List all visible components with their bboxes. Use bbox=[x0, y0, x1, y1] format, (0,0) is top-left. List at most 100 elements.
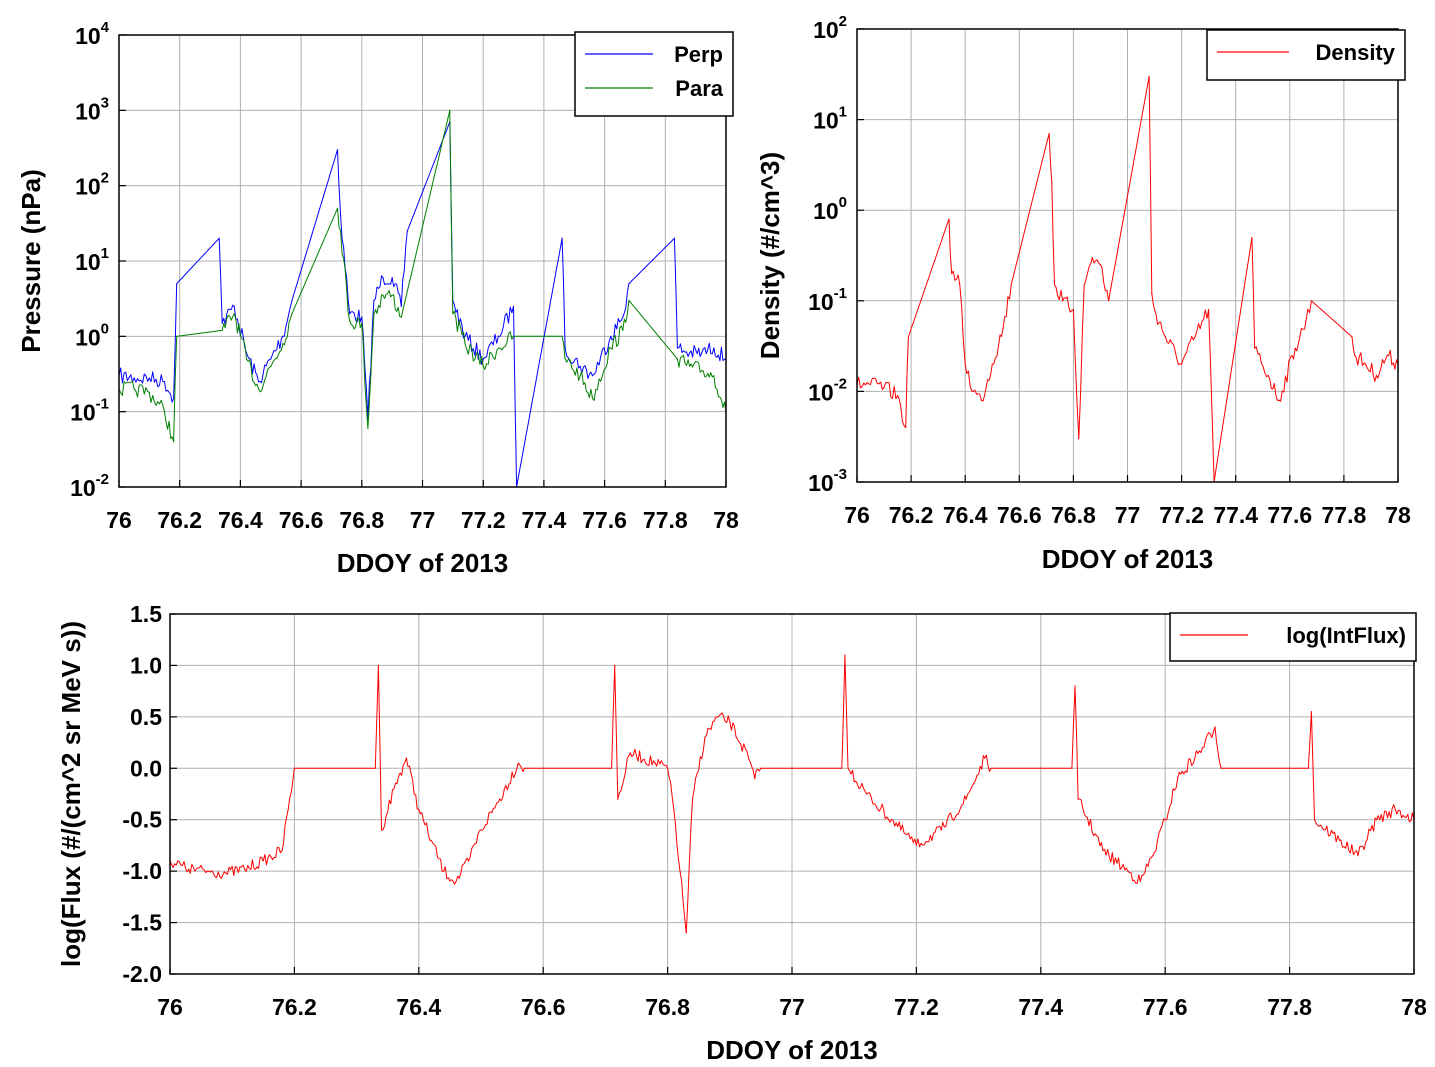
data-point bbox=[1078, 438, 1080, 440]
x-tick-label: 76.8 bbox=[339, 507, 384, 533]
data-point bbox=[1201, 747, 1204, 749]
y-tick-label: -1.5 bbox=[122, 910, 162, 936]
data-point bbox=[468, 860, 470, 862]
x-tick-label: 77.8 bbox=[1267, 994, 1312, 1020]
data-point bbox=[258, 381, 260, 383]
data-point bbox=[614, 664, 616, 667]
data-point bbox=[679, 870, 681, 872]
data-point bbox=[523, 767, 526, 769]
series-line-para bbox=[119, 109, 726, 443]
x-tick-label: 77 bbox=[779, 994, 805, 1020]
data-point bbox=[382, 277, 384, 279]
data-point bbox=[452, 313, 454, 315]
data-point bbox=[512, 335, 515, 337]
data-point bbox=[349, 313, 351, 315]
data-point bbox=[380, 829, 383, 831]
x-tick-label: 76.8 bbox=[645, 994, 690, 1020]
x-tick-label: 76.2 bbox=[157, 507, 202, 533]
data-point bbox=[361, 316, 363, 318]
legend-box bbox=[1169, 612, 1417, 662]
data-point bbox=[747, 757, 750, 759]
x-tick-label: 78 bbox=[713, 507, 739, 533]
y-tick-label: 104 bbox=[75, 19, 110, 49]
data-point bbox=[281, 850, 283, 852]
data-point bbox=[233, 305, 235, 307]
data-point bbox=[1062, 300, 1064, 302]
y-tick-exponent: 1 bbox=[101, 245, 109, 262]
y-axis-title: Pressure (nPa) bbox=[16, 169, 46, 353]
data-point bbox=[673, 808, 675, 811]
data-point bbox=[206, 870, 208, 872]
data-point bbox=[406, 230, 408, 232]
chart-panel-2: 76 76.2 76.4 76.6 76.8 77 77.2 77.4 77.6 77.8 7810… bbox=[755, 13, 1411, 574]
data-point bbox=[173, 397, 175, 399]
y-tick-label: 100 bbox=[813, 194, 847, 224]
data-point bbox=[673, 237, 676, 239]
y-tick-label: 1.5 bbox=[130, 601, 162, 627]
data-point bbox=[617, 798, 619, 800]
y-tick-base: 10 bbox=[75, 98, 101, 124]
chart-panel-3: 76 76.2 76.4 76.6 76.8 77 77.2 77.4 77.6 77.8 78 -2… bbox=[56, 601, 1427, 1065]
chart-panel-1: 76 76.2 76.4 76.6 76.8 77 77.2 77.4 77.6 77.8 7810… bbox=[16, 19, 739, 578]
data-point bbox=[1310, 711, 1312, 713]
data-point bbox=[1151, 293, 1153, 295]
y-tick-base: 10 bbox=[808, 470, 834, 496]
x-tick-label: 77.2 bbox=[1159, 502, 1204, 528]
x-axis-title: DDOY of 2013 bbox=[706, 1035, 877, 1065]
data-point bbox=[591, 375, 594, 377]
data-point bbox=[480, 829, 482, 831]
data-point bbox=[897, 394, 899, 397]
x-tick-label: 76.2 bbox=[272, 994, 317, 1020]
x-tick-label: 77.4 bbox=[522, 507, 567, 533]
x-tick-label: 76 bbox=[844, 502, 870, 528]
legend: Density bbox=[1206, 29, 1406, 81]
data-point bbox=[1351, 336, 1353, 338]
y-tick-exponent: -1 bbox=[834, 285, 847, 302]
y-tick-label: 102 bbox=[75, 170, 109, 200]
data-point bbox=[1310, 300, 1312, 302]
y-tick-exponent: -2 bbox=[96, 471, 109, 488]
data-point bbox=[964, 363, 966, 365]
data-point bbox=[1354, 354, 1356, 356]
data-point bbox=[1254, 347, 1256, 349]
data-point bbox=[1194, 336, 1196, 338]
y-tick-base: 10 bbox=[813, 198, 839, 224]
y-tick-label: -1.0 bbox=[122, 858, 162, 884]
data-point bbox=[610, 335, 612, 337]
y-axis-title: log(Flux (#/(cm^2 sr MeV s)) bbox=[56, 621, 86, 967]
data-point bbox=[1214, 726, 1216, 728]
data-point bbox=[336, 149, 339, 151]
data-point bbox=[869, 383, 872, 385]
data-point bbox=[1091, 257, 1093, 259]
data-point bbox=[148, 377, 150, 379]
data-point bbox=[579, 375, 581, 377]
data-point bbox=[400, 316, 402, 318]
data-point bbox=[258, 388, 260, 390]
data-point bbox=[611, 767, 613, 769]
data-point bbox=[1394, 808, 1396, 811]
data-point bbox=[883, 387, 885, 389]
y-tick-exponent: 1 bbox=[839, 104, 847, 121]
data-point bbox=[270, 358, 272, 360]
y-tick-base: 10 bbox=[75, 249, 101, 275]
data-point bbox=[1164, 819, 1166, 821]
x-tick-label: 76.4 bbox=[218, 507, 263, 533]
data-point bbox=[760, 767, 762, 769]
data-point bbox=[1364, 363, 1367, 365]
y-tick-label: -2.0 bbox=[122, 961, 162, 987]
data-point bbox=[293, 767, 295, 769]
data-point bbox=[948, 218, 950, 220]
y-tick-label: 10-1 bbox=[70, 396, 109, 426]
legend: log(IntFlux) bbox=[1169, 612, 1417, 662]
data-point bbox=[1220, 767, 1222, 769]
data-point bbox=[133, 388, 135, 390]
data-point bbox=[1307, 767, 1309, 769]
data-point bbox=[449, 109, 451, 111]
data-point bbox=[1357, 855, 1359, 857]
data-point bbox=[221, 329, 223, 331]
data-point bbox=[991, 363, 993, 365]
data-point bbox=[965, 798, 967, 800]
data-point bbox=[1048, 133, 1050, 135]
data-point bbox=[482, 365, 484, 367]
legend-label: log(IntFlux) bbox=[1286, 623, 1406, 648]
